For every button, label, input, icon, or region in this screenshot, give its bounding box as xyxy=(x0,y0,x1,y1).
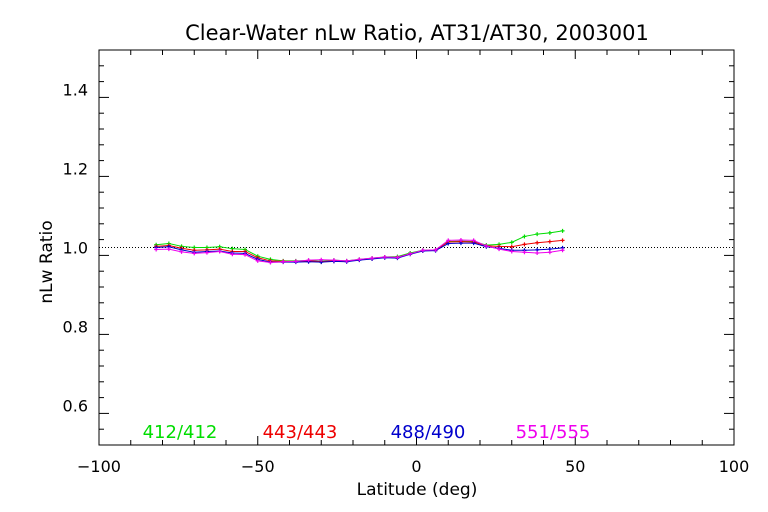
data-point xyxy=(547,250,552,255)
legend-label: 551/555 xyxy=(516,422,591,443)
data-point xyxy=(420,248,425,253)
y-tick-label: 0.6 xyxy=(63,397,88,416)
x-tick-label: 50 xyxy=(565,457,585,476)
data-point xyxy=(281,259,286,264)
y-tick-label: 0.8 xyxy=(63,318,88,337)
series-551-555 xyxy=(154,237,565,265)
data-point xyxy=(331,258,336,263)
data-point xyxy=(243,252,248,257)
data-point xyxy=(306,258,311,263)
data-point xyxy=(509,244,514,249)
x-tick-label: −50 xyxy=(241,457,275,476)
data-point xyxy=(535,232,540,237)
data-point xyxy=(560,238,565,243)
data-point xyxy=(433,247,438,252)
data-point xyxy=(154,247,159,252)
data-point xyxy=(382,254,387,259)
data-point xyxy=(535,251,540,256)
data-point xyxy=(293,259,298,264)
data-point xyxy=(509,240,514,245)
data-point xyxy=(357,257,362,262)
y-tick-label: 1.4 xyxy=(63,81,88,100)
data-point xyxy=(560,248,565,253)
legend-label: 412/412 xyxy=(143,422,218,443)
data-point xyxy=(547,230,552,235)
data-point xyxy=(471,238,476,243)
y-tick-label: 1.0 xyxy=(63,239,88,258)
chart-title: Clear-Water nLw Ratio, AT31/AT30, 200300… xyxy=(185,21,649,45)
data-point xyxy=(268,260,273,265)
data-point xyxy=(319,257,324,262)
legend-label: 488/490 xyxy=(391,422,466,443)
data-point xyxy=(192,251,197,256)
data-point xyxy=(166,247,171,252)
data-point xyxy=(370,256,375,261)
data-point xyxy=(179,249,184,254)
x-tick-label: −100 xyxy=(77,457,121,476)
data-point xyxy=(497,247,502,252)
x-axis-label: Latitude (deg) xyxy=(357,480,478,500)
data-point xyxy=(217,249,222,254)
data-point xyxy=(344,258,349,263)
data-point xyxy=(522,250,527,255)
data-point xyxy=(458,237,463,242)
data-point xyxy=(522,242,527,247)
data-point xyxy=(535,240,540,245)
data-point xyxy=(547,239,552,244)
data-point xyxy=(560,228,565,233)
data-point xyxy=(204,250,209,255)
data-point xyxy=(484,243,489,248)
x-tick-label: 100 xyxy=(719,457,750,476)
legend-label: 443/443 xyxy=(263,422,338,443)
data-point xyxy=(230,252,235,257)
data-point xyxy=(509,249,514,254)
data-point xyxy=(446,238,451,243)
x-tick-label: 0 xyxy=(411,457,421,476)
data-point xyxy=(408,251,413,256)
y-axis-label: nLw Ratio xyxy=(37,220,57,303)
data-point xyxy=(255,258,260,263)
data-point xyxy=(395,255,400,260)
data-point xyxy=(522,234,527,239)
y-tick-label: 1.2 xyxy=(63,160,88,179)
